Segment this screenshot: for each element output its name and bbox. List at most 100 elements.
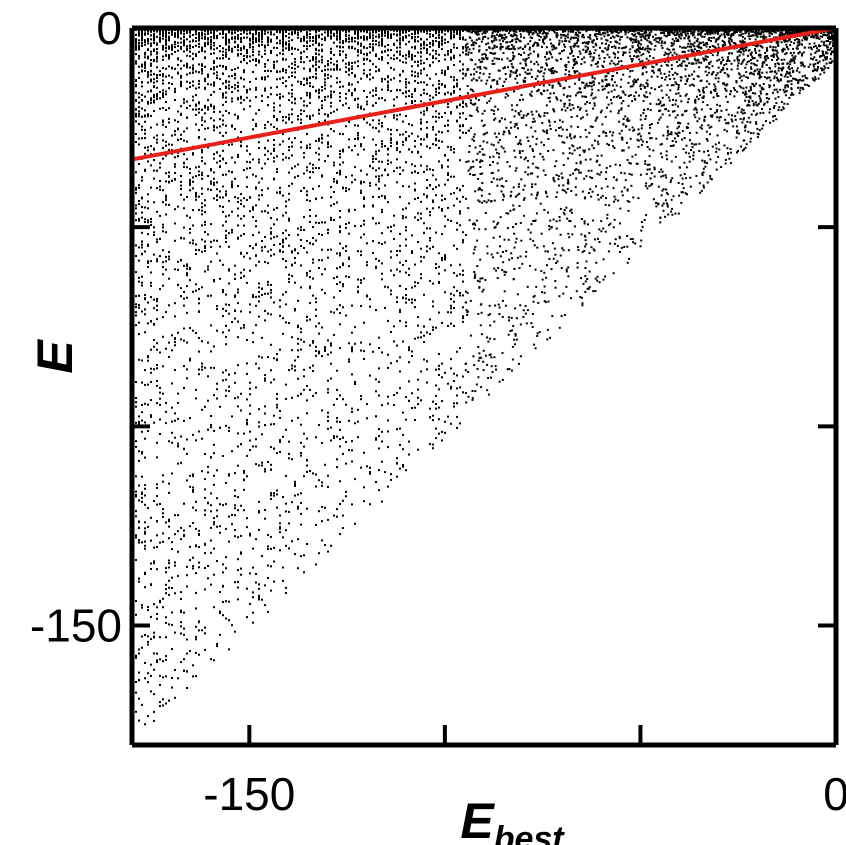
scatter-point <box>635 41 637 43</box>
scatter-point <box>793 57 796 60</box>
scatter-point <box>363 108 365 111</box>
scatter-point <box>650 42 653 45</box>
scatter-point <box>637 128 640 131</box>
scatter-point <box>543 42 546 45</box>
scatter-point <box>228 232 230 235</box>
scatter-point <box>569 52 572 55</box>
scatter-point <box>210 294 212 297</box>
scatter-point <box>360 182 362 185</box>
scatter-point <box>773 88 776 91</box>
scatter-point <box>141 216 143 219</box>
scatter-point <box>570 211 573 214</box>
scatter-point <box>469 173 472 176</box>
scatter-point <box>369 36 371 39</box>
scatter-point <box>186 652 188 655</box>
scatter-point <box>703 118 706 121</box>
scatter-point <box>372 205 374 208</box>
scatter-point <box>174 119 176 122</box>
scatter-point <box>309 270 311 273</box>
scatter-point <box>156 503 158 506</box>
scatter-point <box>378 33 380 36</box>
scatter-point <box>607 34 610 37</box>
scatter-point <box>508 258 511 261</box>
scatter-point <box>213 521 215 524</box>
scatter-point <box>764 52 767 54</box>
scatter-point <box>478 187 481 189</box>
scatter-point <box>387 395 389 398</box>
scatter-point <box>658 69 661 72</box>
scatter-point <box>657 203 660 206</box>
scatter-point <box>812 78 815 81</box>
scatter-point <box>228 600 230 603</box>
scatter-point <box>471 397 474 400</box>
scatter-point <box>138 358 140 361</box>
scatter-point <box>707 71 710 74</box>
scatter-point <box>294 483 296 485</box>
scatter-point <box>180 76 182 79</box>
scatter-point <box>762 124 765 127</box>
scatter-point <box>204 223 206 226</box>
scatter-point <box>405 288 407 291</box>
scatter-point <box>798 43 801 46</box>
scatter-point <box>162 335 164 338</box>
scatter-point <box>348 342 350 345</box>
scatter-point <box>592 97 595 100</box>
scatter-point <box>315 63 317 66</box>
scatter-point <box>201 124 203 127</box>
scatter-point <box>321 104 323 107</box>
scatter-point <box>444 371 446 374</box>
scatter-point <box>511 39 514 41</box>
scatter-point <box>524 255 527 258</box>
scatter-point <box>363 35 365 38</box>
scatter-point <box>384 471 386 474</box>
scatter-point <box>315 35 317 38</box>
scatter-point <box>198 249 200 252</box>
scatter-point <box>666 131 669 134</box>
scatter-point <box>294 176 296 179</box>
scatter-point <box>321 409 323 412</box>
scatter-point <box>252 54 254 57</box>
scatter-point <box>240 193 242 196</box>
scatter-point <box>820 55 823 57</box>
scatter-point <box>210 43 212 46</box>
scatter-point <box>754 92 757 95</box>
scatter-point <box>620 129 623 132</box>
scatter-point <box>674 132 677 135</box>
scatter-point <box>706 55 709 58</box>
scatter-point <box>339 438 341 441</box>
scatter-point <box>213 34 215 37</box>
scatter-point <box>141 45 143 47</box>
scatter-point <box>204 86 206 89</box>
scatter-point <box>703 150 706 153</box>
scatter-point <box>735 81 738 84</box>
scatter-point <box>153 603 155 606</box>
scatter-point <box>243 224 245 227</box>
scatter-point <box>774 46 777 49</box>
scatter-point <box>354 383 356 385</box>
scatter-point <box>574 186 577 189</box>
scatter-point <box>399 308 401 311</box>
scatter-point <box>527 228 530 231</box>
scatter-point <box>513 232 516 235</box>
scatter-point <box>324 68 326 71</box>
scatter-point <box>189 172 191 175</box>
scatter-point <box>291 75 293 77</box>
scatter-point <box>562 93 565 96</box>
scatter-point <box>258 53 260 56</box>
scatter-point <box>511 257 514 260</box>
scatter-point <box>315 523 317 526</box>
scatter-point <box>162 698 164 701</box>
scatter-point <box>799 86 802 89</box>
scatter-point <box>267 280 269 283</box>
scatter-point <box>561 247 564 250</box>
scatter-point <box>261 94 263 97</box>
scatter-point <box>559 85 562 87</box>
scatter-point <box>159 674 161 677</box>
scatter-point <box>135 405 137 408</box>
scatter-point <box>249 303 251 306</box>
scatter-point <box>222 33 224 35</box>
scatter-point <box>228 390 230 393</box>
scatter-point <box>699 126 702 129</box>
scatter-point <box>405 207 407 210</box>
scatter-point <box>291 31 293 34</box>
